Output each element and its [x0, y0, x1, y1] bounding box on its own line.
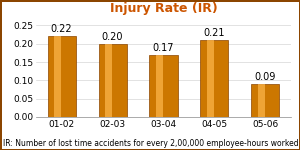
- Bar: [149, 55, 178, 117]
- Bar: [251, 84, 279, 117]
- Text: 0.20: 0.20: [102, 32, 123, 42]
- Text: 0.17: 0.17: [153, 43, 174, 53]
- Bar: [156, 55, 163, 117]
- Bar: [258, 84, 265, 117]
- Text: 0.21: 0.21: [204, 28, 225, 38]
- Bar: [48, 36, 76, 117]
- Bar: [98, 44, 127, 117]
- Bar: [200, 40, 229, 117]
- Text: 0.22: 0.22: [51, 24, 72, 34]
- Text: IR: Number of lost time accidents for every 2,00,000 employee-hours worked: IR: Number of lost time accidents for ev…: [3, 140, 298, 148]
- Text: 0.09: 0.09: [255, 72, 276, 82]
- Title: Injury Rate (IR): Injury Rate (IR): [110, 2, 218, 15]
- Bar: [207, 40, 214, 117]
- Bar: [105, 44, 112, 117]
- Bar: [54, 36, 61, 117]
